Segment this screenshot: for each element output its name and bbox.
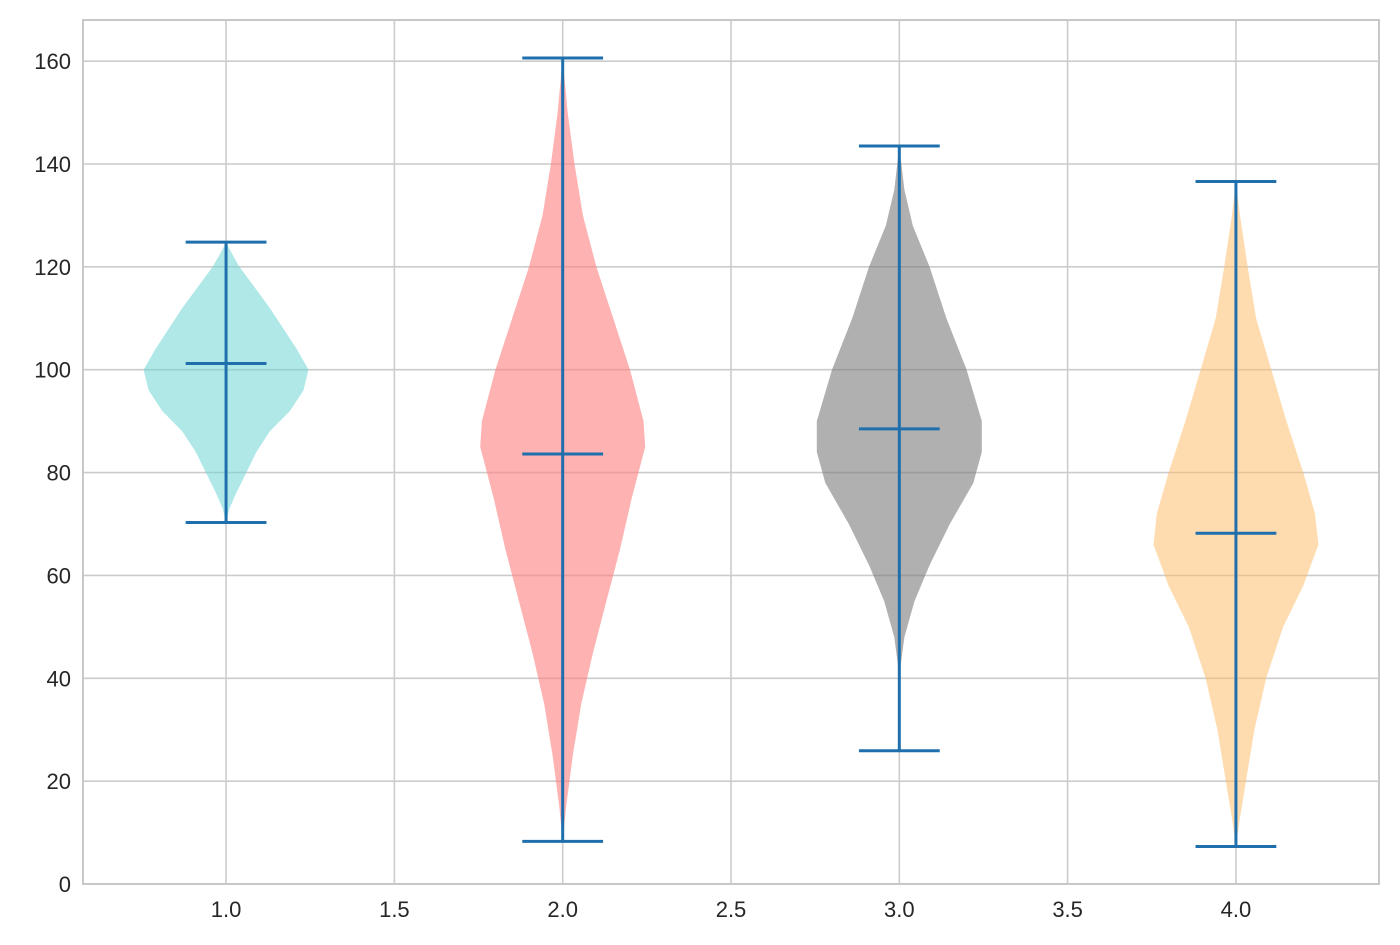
x-tick-label: 2.5 — [716, 897, 747, 922]
y-tick-label: 40 — [47, 666, 71, 691]
y-tick-label: 20 — [47, 769, 71, 794]
x-tick-label: 3.0 — [884, 897, 915, 922]
y-tick-label: 80 — [47, 461, 71, 486]
x-tick-label: 1.0 — [211, 897, 242, 922]
x-tick-label: 2.0 — [547, 897, 578, 922]
x-tick-label: 4.0 — [1221, 897, 1252, 922]
y-tick-label: 160 — [34, 49, 71, 74]
x-tick-label: 3.5 — [1052, 897, 1083, 922]
x-tick-label: 1.5 — [379, 897, 410, 922]
plot-frame — [82, 19, 1380, 885]
y-tick-label: 120 — [34, 255, 71, 280]
violin-stat-lines — [185, 56, 1277, 848]
y-tick-label: 0 — [59, 872, 71, 897]
y-tick-label: 60 — [47, 563, 71, 588]
y-axis-ticks: 0 20 40 60 80 100 120 140 160 — [34, 49, 71, 897]
y-tick-label: 140 — [34, 152, 71, 177]
x-axis-ticks: 1.0 1.5 2.0 2.5 3.0 3.5 4.0 — [211, 897, 1251, 922]
y-tick-label: 100 — [34, 358, 71, 383]
